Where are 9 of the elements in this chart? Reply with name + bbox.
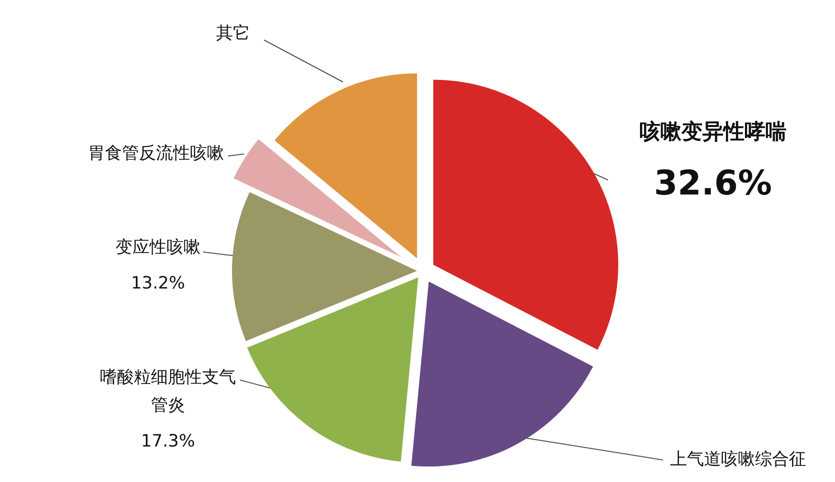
slice-label: 上气道咳嗽综合征 [670, 450, 806, 470]
data-label: 17.3% [140, 432, 196, 452]
slice-label: 其它 [216, 24, 250, 44]
data-label: 32.6% [654, 163, 772, 204]
slice-label: 咳嗽变异性哮喘 [640, 120, 786, 144]
slice-label: 胃食管反流性咳嗽 [88, 144, 224, 164]
data-label: 13.2% [130, 274, 186, 294]
slice-label: 嗜酸粒细胞性支气管炎 [100, 368, 236, 416]
slice-label: 变应性咳嗽 [116, 238, 200, 258]
